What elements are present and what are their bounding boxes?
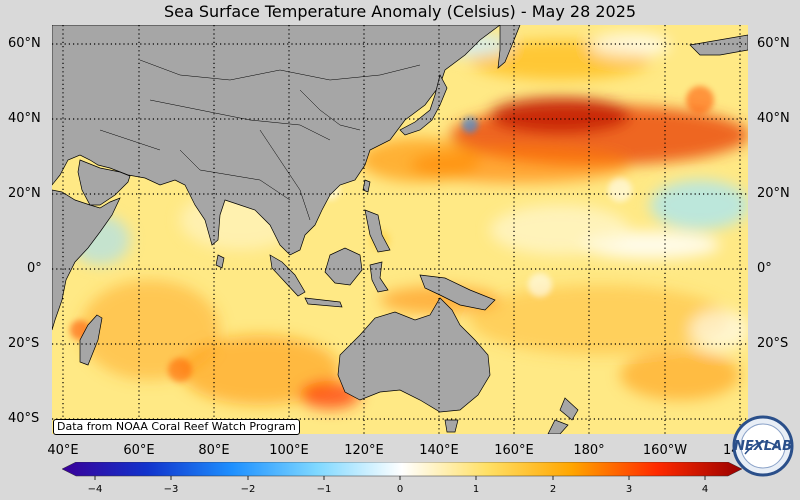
lon-label-40e: 40°E	[47, 443, 79, 458]
lon-label-80e: 80°E	[198, 443, 230, 458]
colorbar-tick-1: 1	[472, 484, 480, 495]
colorbar-tick-3: 3	[625, 484, 633, 495]
lat-label-0-right: 0°	[757, 261, 772, 276]
lon-label-180: 180°	[573, 443, 605, 458]
lat-label-60n-right: 60°N	[757, 36, 790, 51]
colorbar-tick-neg2: −2	[240, 484, 256, 495]
lon-label-100e: 100°E	[269, 443, 309, 458]
lon-label-160e: 160°E	[494, 443, 534, 458]
colorbar-tick-0: 0	[396, 484, 404, 495]
colorbar-tick-neg3: −3	[163, 484, 179, 495]
logo-text: NEXLAB	[734, 439, 792, 454]
lat-label-60n-left: 60°N	[8, 36, 41, 51]
lon-label-160w: 160°W	[642, 443, 688, 458]
lon-label-140e: 140°E	[419, 443, 459, 458]
lat-label-40s-left: 40°S	[8, 411, 40, 426]
lon-label-60e: 60°E	[123, 443, 155, 458]
lat-label-20n-left: 20°N	[8, 186, 41, 201]
country-borders	[99, 59, 421, 221]
colorbar-gradient	[62, 462, 742, 477]
lat-label-20s-right: 20°S	[757, 336, 789, 351]
lat-label-20s-left: 20°S	[8, 336, 40, 351]
anomaly-field	[70, 33, 748, 409]
colorbar-tick-2: 2	[549, 484, 557, 495]
colorbar	[62, 462, 742, 480]
nexlab-logo: NEXLAB	[732, 415, 794, 477]
data-credit: Data from NOAA Coral Reef Watch Program	[53, 419, 300, 435]
colorbar-tick-4: 4	[701, 484, 709, 495]
lat-label-20n-right: 20°N	[757, 186, 790, 201]
lat-label-40n-right: 40°N	[757, 111, 790, 126]
lon-label-120e: 120°E	[344, 443, 384, 458]
map-title: Sea Surface Temperature Anomaly (Celsius…	[163, 2, 637, 21]
colorbar-ticks	[94, 476, 706, 480]
land-masses	[52, 25, 748, 434]
colorbar-tick-neg1: −1	[316, 484, 332, 495]
lat-label-40n-left: 40°N	[8, 111, 41, 126]
lat-label-0-left: 0°	[27, 261, 42, 276]
colorbar-tick-neg4: −4	[87, 484, 103, 495]
graticule	[52, 25, 748, 434]
